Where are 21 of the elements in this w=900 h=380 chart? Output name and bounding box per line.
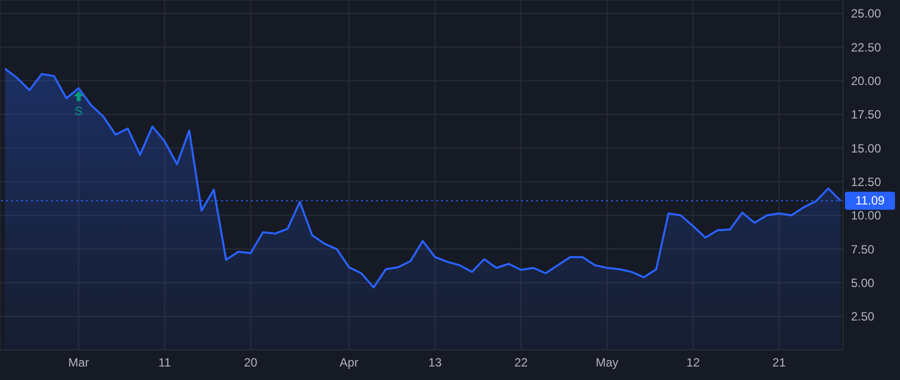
x-tick-label: May [596,356,618,370]
y-tick-label: 17.50 [851,108,882,122]
x-tick-label: 22 [514,356,528,370]
ref-line-label: 11.09 [855,194,885,208]
y-tick-label: 5.00 [851,276,875,290]
y-tick-label: 7.50 [851,242,875,256]
y-tick-label: 22.50 [851,40,882,54]
y-tick-label: 15.00 [851,141,882,156]
annotation: S [74,104,83,118]
y-tick-label: 20.00 [851,74,882,88]
x-tick-label: 12 [686,356,700,370]
x-tick-label: 21 [772,356,786,370]
y-tick-label: 2.50 [851,310,875,324]
x-tick-label: 20 [244,356,258,370]
x-tick-label: 13 [428,356,442,370]
x-tick-label: Apr [340,356,358,370]
y-tick-label: 12.50 [851,174,882,189]
x-tick-label: 11 [158,356,172,370]
y-tick-label: 10.00 [851,208,882,223]
y-tick-label: 25.00 [851,6,882,21]
x-tick-label: Mar [68,356,89,370]
